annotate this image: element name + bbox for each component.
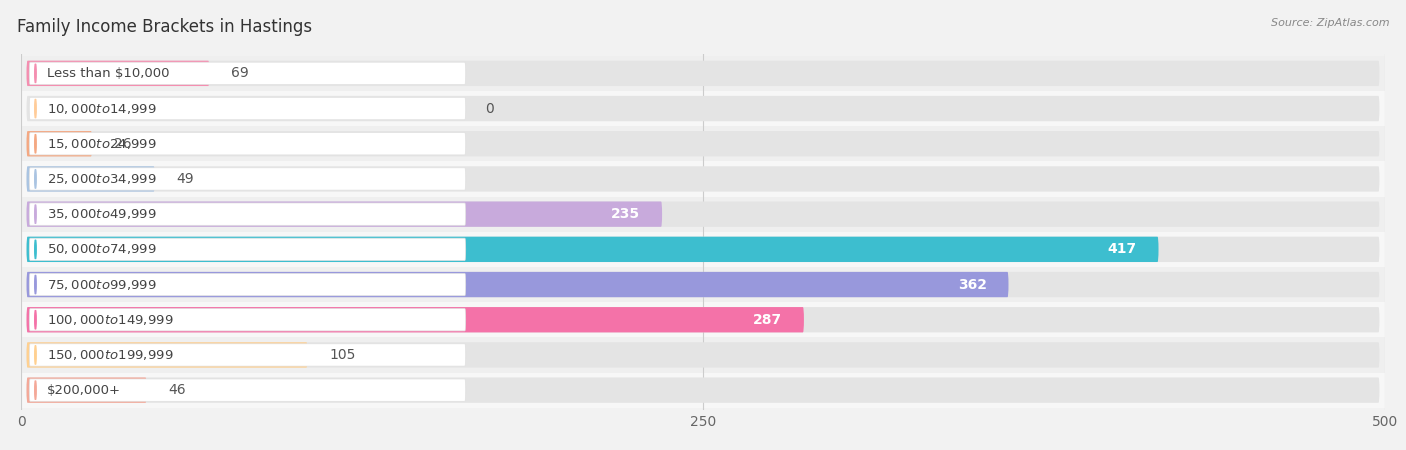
FancyBboxPatch shape (27, 342, 1379, 368)
FancyBboxPatch shape (27, 272, 1008, 297)
FancyBboxPatch shape (27, 378, 1379, 403)
FancyBboxPatch shape (30, 62, 465, 85)
Text: 46: 46 (169, 383, 186, 397)
Text: 26: 26 (114, 137, 131, 151)
FancyBboxPatch shape (27, 96, 1379, 121)
Text: 0: 0 (485, 102, 494, 116)
FancyBboxPatch shape (27, 378, 146, 403)
Bar (21, 267, 1385, 302)
Bar (21, 56, 1385, 91)
FancyBboxPatch shape (27, 237, 1379, 262)
FancyBboxPatch shape (27, 166, 155, 192)
FancyBboxPatch shape (30, 309, 465, 331)
FancyBboxPatch shape (27, 61, 1379, 86)
FancyBboxPatch shape (27, 307, 804, 333)
FancyBboxPatch shape (30, 168, 465, 190)
FancyBboxPatch shape (27, 131, 1379, 157)
Text: $35,000 to $49,999: $35,000 to $49,999 (48, 207, 157, 221)
Text: 105: 105 (329, 348, 356, 362)
Bar (21, 373, 1385, 408)
Text: 287: 287 (754, 313, 782, 327)
Text: 49: 49 (177, 172, 194, 186)
Circle shape (35, 99, 37, 118)
Circle shape (35, 275, 37, 294)
Text: 69: 69 (231, 66, 249, 81)
FancyBboxPatch shape (30, 203, 465, 225)
Text: $75,000 to $99,999: $75,000 to $99,999 (48, 278, 157, 292)
Text: $150,000 to $199,999: $150,000 to $199,999 (48, 348, 174, 362)
FancyBboxPatch shape (30, 133, 465, 155)
Text: 362: 362 (957, 278, 987, 292)
Circle shape (35, 170, 37, 189)
FancyBboxPatch shape (27, 202, 1379, 227)
Text: $50,000 to $74,999: $50,000 to $74,999 (48, 243, 157, 256)
Text: Less than $10,000: Less than $10,000 (48, 67, 170, 80)
FancyBboxPatch shape (30, 238, 465, 261)
Text: $200,000+: $200,000+ (48, 384, 121, 396)
Text: $100,000 to $149,999: $100,000 to $149,999 (48, 313, 174, 327)
Text: 235: 235 (612, 207, 640, 221)
FancyBboxPatch shape (30, 274, 465, 296)
Text: $25,000 to $34,999: $25,000 to $34,999 (48, 172, 157, 186)
Circle shape (35, 205, 37, 224)
Bar (21, 338, 1385, 373)
Text: Family Income Brackets in Hastings: Family Income Brackets in Hastings (17, 18, 312, 36)
Text: $15,000 to $24,999: $15,000 to $24,999 (48, 137, 157, 151)
Bar (21, 197, 1385, 232)
FancyBboxPatch shape (27, 131, 91, 157)
FancyBboxPatch shape (30, 379, 465, 401)
Text: 417: 417 (1108, 243, 1136, 256)
FancyBboxPatch shape (30, 97, 465, 120)
Bar (21, 126, 1385, 162)
FancyBboxPatch shape (27, 342, 308, 368)
Circle shape (35, 64, 37, 83)
Circle shape (35, 381, 37, 400)
Circle shape (35, 346, 37, 365)
Circle shape (35, 240, 37, 259)
Circle shape (35, 310, 37, 329)
FancyBboxPatch shape (27, 307, 1379, 333)
Text: Source: ZipAtlas.com: Source: ZipAtlas.com (1271, 18, 1389, 28)
FancyBboxPatch shape (30, 344, 465, 366)
Circle shape (35, 134, 37, 153)
Text: $10,000 to $14,999: $10,000 to $14,999 (48, 102, 157, 116)
Bar (21, 162, 1385, 197)
FancyBboxPatch shape (27, 202, 662, 227)
Bar (21, 232, 1385, 267)
FancyBboxPatch shape (27, 237, 1159, 262)
FancyBboxPatch shape (27, 61, 209, 86)
Bar (21, 91, 1385, 126)
FancyBboxPatch shape (27, 166, 1379, 192)
Bar (21, 302, 1385, 338)
FancyBboxPatch shape (27, 272, 1379, 297)
